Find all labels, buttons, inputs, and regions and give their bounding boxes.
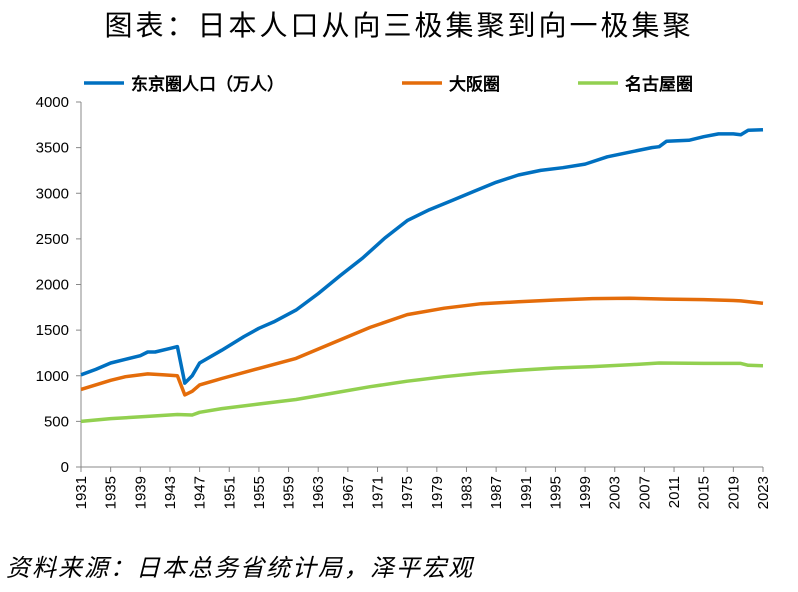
x-tick-label: 1971 [370, 476, 387, 509]
y-tick-label: 3000 [36, 185, 69, 202]
x-tick-label: 2019 [725, 476, 742, 509]
x-tick-label: 1975 [399, 476, 416, 509]
y-tick-label: 4000 [36, 94, 69, 111]
chart-title: 图表：日本人口从向三极集聚到向一极集聚 [104, 9, 694, 42]
x-tick-label: 1983 [458, 476, 475, 509]
legend-label-0: 东京圈人口（万人） [131, 74, 284, 95]
x-tick-label: 1999 [577, 476, 594, 509]
legend-label-2: 名古屋圈 [625, 74, 693, 95]
y-tick-label: 500 [44, 413, 69, 430]
x-tick-label: 2023 [755, 476, 772, 509]
x-tick-label: 1963 [310, 476, 327, 509]
x-tick-label: 1979 [429, 476, 446, 509]
x-tick-label: 1935 [103, 476, 120, 509]
x-tick-label: 1991 [518, 476, 535, 509]
legend-label-1: 大阪圈 [449, 74, 500, 95]
series-line-2 [80, 361, 764, 424]
x-tick-label: 1947 [192, 476, 209, 509]
x-tick-label: 2015 [696, 476, 713, 509]
y-tick-label: 2500 [36, 231, 69, 248]
x-tick-label: 1939 [132, 476, 149, 509]
series-line-0 [80, 128, 764, 385]
x-tick-label: 1987 [488, 476, 505, 509]
x-tick-label: 1995 [547, 476, 564, 509]
x-tick-label: 1959 [281, 476, 298, 509]
x-tick-label: 1943 [162, 476, 179, 509]
x-tick-label: 2007 [636, 476, 653, 509]
x-tick-label: 1931 [73, 476, 90, 509]
source-note: 资料来源：日本总务省统计局，泽平宏观 [6, 554, 474, 582]
x-tick-label: 1967 [340, 476, 357, 509]
x-tick-label: 1955 [251, 476, 268, 509]
y-tick-label: 2000 [36, 277, 69, 294]
x-tick-label: 2003 [607, 476, 624, 509]
y-tick-label: 1000 [36, 368, 69, 385]
x-tick-label: 1951 [221, 476, 238, 509]
y-tick-label: 0 [61, 459, 69, 476]
y-tick-label: 3500 [36, 140, 69, 157]
x-tick-label: 2011 [666, 476, 683, 508]
series-line-1 [80, 296, 764, 397]
y-tick-label: 1500 [36, 322, 69, 339]
